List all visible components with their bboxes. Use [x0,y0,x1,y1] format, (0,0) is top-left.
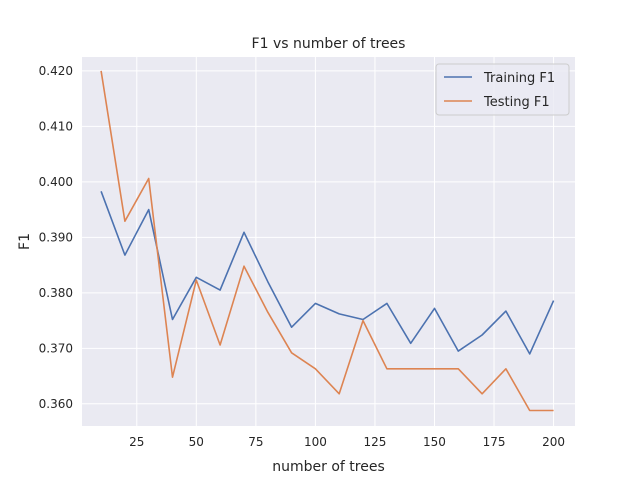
x-tick-labels: 25 50 75 100 125 150 175 200 [129,435,565,449]
x-tick-label: 150 [423,435,446,449]
x-tick-label: 125 [363,435,386,449]
y-tick-label: 0.400 [39,175,73,189]
series-line-testing-f1 [100,70,554,412]
y-tick-label: 0.390 [39,230,73,244]
x-tick-label: 25 [129,435,144,449]
plot-area [82,57,575,426]
legend-label-testing-f1: Testing F1 [483,95,550,110]
x-axis-label: number of trees [272,459,385,475]
chart-title: F1 vs number of trees [252,36,406,52]
y-tick-label: 0.380 [39,286,73,300]
legend-label-training-f1: Training F1 [483,71,555,86]
y-tick-label: 0.360 [39,397,73,411]
x-tick-label: 175 [483,435,506,449]
x-tick-label: 200 [542,435,565,449]
y-tick-label: 0.420 [39,64,73,78]
grid-lines [82,57,575,426]
series-line-training-f1 [100,191,555,355]
y-tick-label: 0.370 [39,341,73,355]
y-tick-labels: 0.360 0.370 0.380 0.390 0.400 0.410 0.420 [39,64,73,411]
legend: Training F1 Testing F1 [435,63,570,116]
y-axis-label: F1 [17,233,33,250]
x-tick-label: 50 [189,435,204,449]
y-tick-label: 0.410 [39,119,73,133]
x-tick-label: 100 [304,435,327,449]
x-tick-label: 75 [248,435,263,449]
series-lines [100,70,555,412]
